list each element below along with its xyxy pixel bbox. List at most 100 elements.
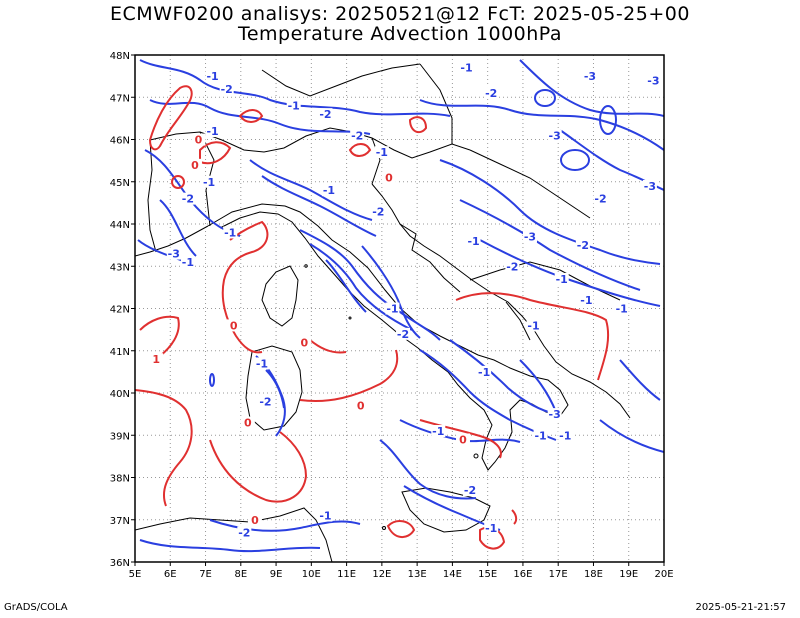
north-africa-coastline (135, 507, 333, 562)
contour-label: 1 (152, 353, 160, 366)
contour-label-bg (582, 70, 597, 83)
contour-label: -1 (559, 429, 571, 442)
contour-label: -2 (372, 205, 384, 218)
contour-label: 0 (357, 400, 365, 413)
contour-label: -2 (221, 83, 233, 96)
contour-label-bg (318, 509, 333, 522)
y-tick-label: 39N (110, 431, 130, 442)
contour-label-bg (226, 319, 241, 332)
lat-lon-grid (135, 55, 664, 562)
contour-label-bg (180, 256, 195, 269)
contour-label: -2 (182, 193, 194, 206)
contour-label-bg (205, 70, 220, 83)
x-tick-label: 15E (478, 569, 497, 580)
contour-label-bg (554, 272, 569, 285)
contour-label: -2 (594, 193, 606, 206)
contour-label: -1 (478, 366, 490, 379)
contour-label: -2 (506, 260, 518, 273)
contour-label: -1 (323, 184, 335, 197)
sicily-coastline (401, 487, 491, 533)
contour-label: -1 (534, 429, 546, 442)
x-tick-label: 8E (234, 569, 247, 580)
contour-label-bg (526, 319, 541, 332)
contour-label: -2 (238, 526, 250, 539)
contour-label-bg (254, 357, 269, 370)
contour-label: -1 (224, 226, 236, 239)
y-tick-label: 40N (110, 389, 130, 400)
x-tick-label: 10E (302, 569, 321, 580)
contour-label: -3 (644, 180, 656, 193)
y-tick-label: 48N (110, 51, 130, 62)
contour-label: -3 (647, 74, 659, 87)
balkan-coastline (371, 183, 631, 419)
contour-label-bg (374, 146, 389, 159)
contour-label-bg (286, 99, 301, 112)
x-tick-label: 18E (584, 569, 603, 580)
contour-label-bg (371, 205, 386, 218)
contour-label-bg (547, 129, 562, 142)
y-tick-label: 43N (110, 262, 130, 273)
contour-label: 0 (244, 417, 252, 430)
contour-label-bg (484, 522, 499, 535)
contour-label-bg (180, 192, 195, 205)
contour-label: 0 (251, 514, 259, 527)
contour-label-bg (149, 353, 164, 366)
contour-label-bg (642, 179, 657, 192)
x-tick-label: 19E (619, 569, 638, 580)
map-title-line1: ECMWF0200 analisys: 20250521@12 FcT: 202… (110, 3, 690, 25)
contour-label: 0 (385, 172, 393, 185)
y-tick-label: 46N (110, 136, 130, 147)
sardinia-coastline (245, 345, 303, 431)
contour-label-bg (318, 108, 333, 121)
x-tick-label: 17E (549, 569, 568, 580)
contour-label-bg (223, 226, 238, 239)
footer-timestamp: 2025-05-21-21:57 (695, 602, 786, 613)
contour-label-bg (321, 184, 336, 197)
contour-label: -3 (168, 248, 180, 261)
y-tick-label: 45N (110, 178, 130, 189)
contour-label: -2 (485, 87, 497, 100)
contour-label: -1 (616, 303, 628, 316)
contour-label: -1 (288, 100, 300, 113)
contour-label-bg (522, 230, 537, 243)
contour-label: -1 (580, 294, 592, 307)
italy-coastline (207, 203, 569, 471)
y-tick-label: 41N (110, 347, 130, 358)
x-tick-label: 9E (270, 569, 283, 580)
contour-label-bg (463, 484, 478, 497)
contour-label: -1 (182, 256, 194, 269)
contour-label: -1 (206, 70, 218, 83)
contour-label-bg (396, 327, 411, 340)
x-tick-label: 12E (372, 569, 391, 580)
contour-label: -1 (206, 125, 218, 138)
x-tick-label: 5E (129, 569, 142, 580)
contour-label-bg (381, 171, 396, 184)
contour-label-bg (466, 234, 481, 247)
y-tick-label: 36N (110, 558, 130, 569)
contour-label: -3 (524, 231, 536, 244)
contour-label: -1 (386, 303, 398, 316)
longitude-labels: 5E 6E 7E 8E 9E 10E 11E 12E 13E 14E 15E 16E 17E 18E 19E… (129, 569, 674, 580)
contour-label: -1 (256, 357, 268, 370)
contour-label-bg (477, 365, 492, 378)
y-tick-label: 44N (110, 220, 130, 231)
contour-label: -1 (376, 146, 388, 159)
y-tick-label: 47N (110, 93, 130, 104)
corsica-coastline (261, 265, 299, 327)
contour-label-bg (247, 513, 262, 526)
contour-label-bg (191, 133, 206, 146)
contour-label: -3 (584, 70, 596, 83)
x-tick-label: 20E (654, 569, 673, 580)
map-title-line2: Temperature Advection 1000hPa (237, 23, 563, 45)
contour-label-bg (533, 429, 548, 442)
y-tick-label: 42N (110, 305, 130, 316)
contour-label-bg (353, 399, 368, 412)
contour-label: -2 (351, 129, 363, 142)
contour-label-bg (166, 247, 181, 260)
contour-label: 0 (195, 134, 203, 147)
contour-label-bg (646, 74, 661, 87)
contour-label-bg (547, 408, 562, 421)
y-tick-label: 38N (110, 474, 130, 485)
contour-label: 0 (300, 336, 308, 349)
